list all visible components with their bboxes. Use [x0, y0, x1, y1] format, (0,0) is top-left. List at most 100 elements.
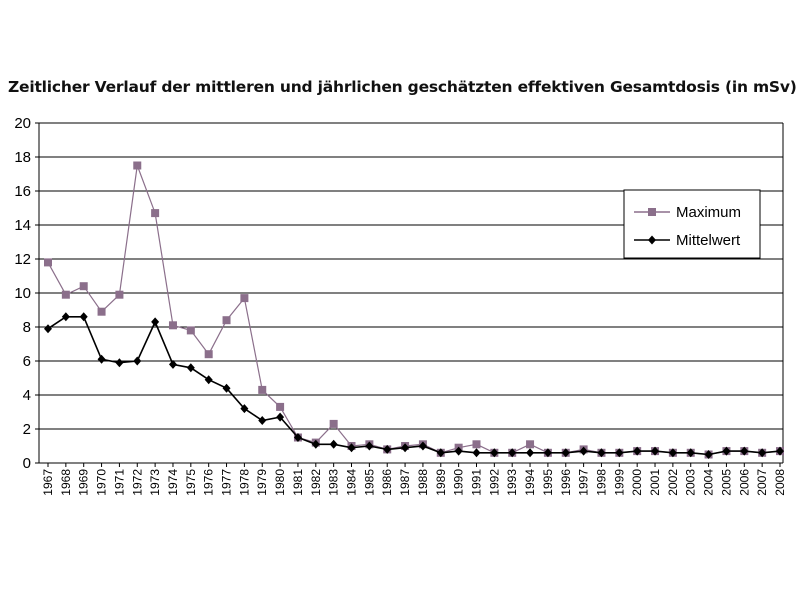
data-point-diamond	[97, 354, 106, 364]
chart-title: Zeitlicher Verlauf der mittleren und jäh…	[8, 78, 797, 96]
data-point-diamond	[168, 359, 177, 369]
x-tick-label: 1973	[148, 469, 162, 496]
data-point-square	[133, 161, 142, 170]
data-point-diamond	[758, 448, 767, 458]
y-tick-label: 8	[23, 319, 31, 336]
data-point-square	[276, 402, 285, 411]
data-point-diamond	[222, 383, 231, 393]
data-point-diamond	[579, 446, 588, 456]
x-tick-label: 1990	[452, 469, 466, 496]
x-tick-label: 1970	[95, 469, 109, 496]
x-tick-label: 1993	[505, 469, 519, 496]
data-point-diamond	[508, 448, 517, 458]
data-point-diamond	[454, 446, 463, 456]
series-layer	[44, 161, 784, 459]
x-tick-label: 1983	[327, 469, 341, 496]
data-point-square	[61, 290, 70, 299]
x-tick-labels: 1967 1968 1969 1970 1971 1972 1973 1974 1975 1976…	[41, 469, 787, 496]
data-point-diamond	[258, 416, 267, 425]
x-tick-label: 2001	[648, 469, 662, 496]
x-tick-label: 2008	[773, 469, 787, 496]
x-tick-label: 1971	[112, 469, 126, 496]
x-tick-label: 1998	[594, 469, 608, 496]
data-point-diamond	[329, 439, 338, 449]
x-tick-label: 1991	[469, 469, 483, 496]
x-tick-label: 1986	[380, 469, 394, 496]
data-point-diamond	[436, 448, 445, 458]
data-point-diamond	[133, 356, 142, 366]
x-tick-label: 1987	[398, 469, 412, 496]
gridlines	[39, 122, 783, 430]
data-point-square	[97, 307, 106, 316]
y-tick-label: 14	[14, 217, 31, 234]
data-point-square	[222, 316, 231, 325]
x-tick-label: 1981	[291, 469, 305, 496]
x-tick-label: 1985	[362, 469, 376, 496]
data-point-square	[79, 282, 88, 291]
data-point-diamond	[44, 324, 52, 334]
x-tick-label: 1975	[184, 469, 198, 496]
data-point-diamond	[151, 317, 160, 327]
x-tick-label: 1969	[77, 469, 91, 496]
data-point-diamond	[704, 450, 713, 459]
x-tick-label: 2002	[666, 469, 680, 496]
x-tick-label: 1995	[541, 469, 555, 496]
y-tick-label: 2	[23, 421, 31, 438]
data-point-square	[204, 350, 213, 359]
legend-label: Mittelwert	[676, 232, 741, 249]
series-line	[47, 315, 781, 456]
x-tick-label: 1989	[434, 469, 448, 496]
data-point-square	[329, 419, 338, 428]
data-point-diamond	[79, 312, 88, 322]
y-tick-label: 4	[23, 387, 31, 404]
data-point-diamond	[418, 441, 427, 451]
data-point-diamond	[740, 446, 749, 456]
legend-marker-diamond	[648, 235, 656, 245]
x-tick-label: 1992	[487, 469, 501, 496]
x-tick-label: 2007	[755, 469, 769, 496]
data-point-square	[240, 294, 249, 303]
y-tick-label: 18	[14, 149, 31, 166]
data-point-square	[472, 440, 481, 449]
data-point-square	[258, 385, 267, 394]
data-point-diamond	[276, 412, 285, 422]
data-point-diamond	[597, 448, 606, 458]
data-point-diamond	[776, 446, 784, 456]
x-tick-label: 1982	[309, 469, 323, 496]
x-tick-label: 2003	[684, 469, 698, 496]
data-point-diamond	[347, 443, 356, 453]
legend-box	[623, 189, 761, 259]
x-tick-label: 1997	[577, 469, 591, 496]
x-tick-label: 1979	[255, 469, 269, 496]
x-tick-label: 1984	[345, 469, 359, 496]
x-tick-label: 1974	[166, 469, 180, 496]
x-tick-label: 1968	[59, 469, 73, 496]
data-point-diamond	[240, 404, 249, 414]
data-point-diamond	[186, 363, 195, 373]
y-tick-label: 20	[14, 115, 31, 132]
data-point-diamond	[668, 448, 677, 458]
x-tick-label: 1978	[237, 469, 251, 496]
data-point-square	[115, 290, 124, 299]
data-point-square	[151, 209, 160, 218]
x-tick-label: 1976	[202, 469, 216, 496]
x-tick-label: 1977	[220, 469, 234, 496]
data-point-diamond	[633, 446, 642, 456]
legend: Maximum Mittelwert	[623, 189, 761, 259]
series-mittelwert	[44, 312, 784, 459]
data-point-diamond	[526, 448, 535, 458]
data-point-diamond	[204, 375, 213, 385]
data-point-square	[168, 321, 177, 330]
data-point-diamond	[383, 444, 392, 454]
data-point-diamond	[115, 358, 124, 368]
y-tick-label: 10	[14, 285, 31, 302]
y-tick-label: 12	[14, 251, 31, 268]
data-point-diamond	[543, 448, 552, 458]
data-point-diamond	[61, 312, 70, 322]
data-point-diamond	[561, 448, 570, 458]
x-tick-label: 2006	[737, 469, 751, 496]
x-tick-label: 1994	[523, 469, 537, 496]
data-point-square	[44, 258, 52, 267]
data-point-diamond	[365, 441, 374, 451]
